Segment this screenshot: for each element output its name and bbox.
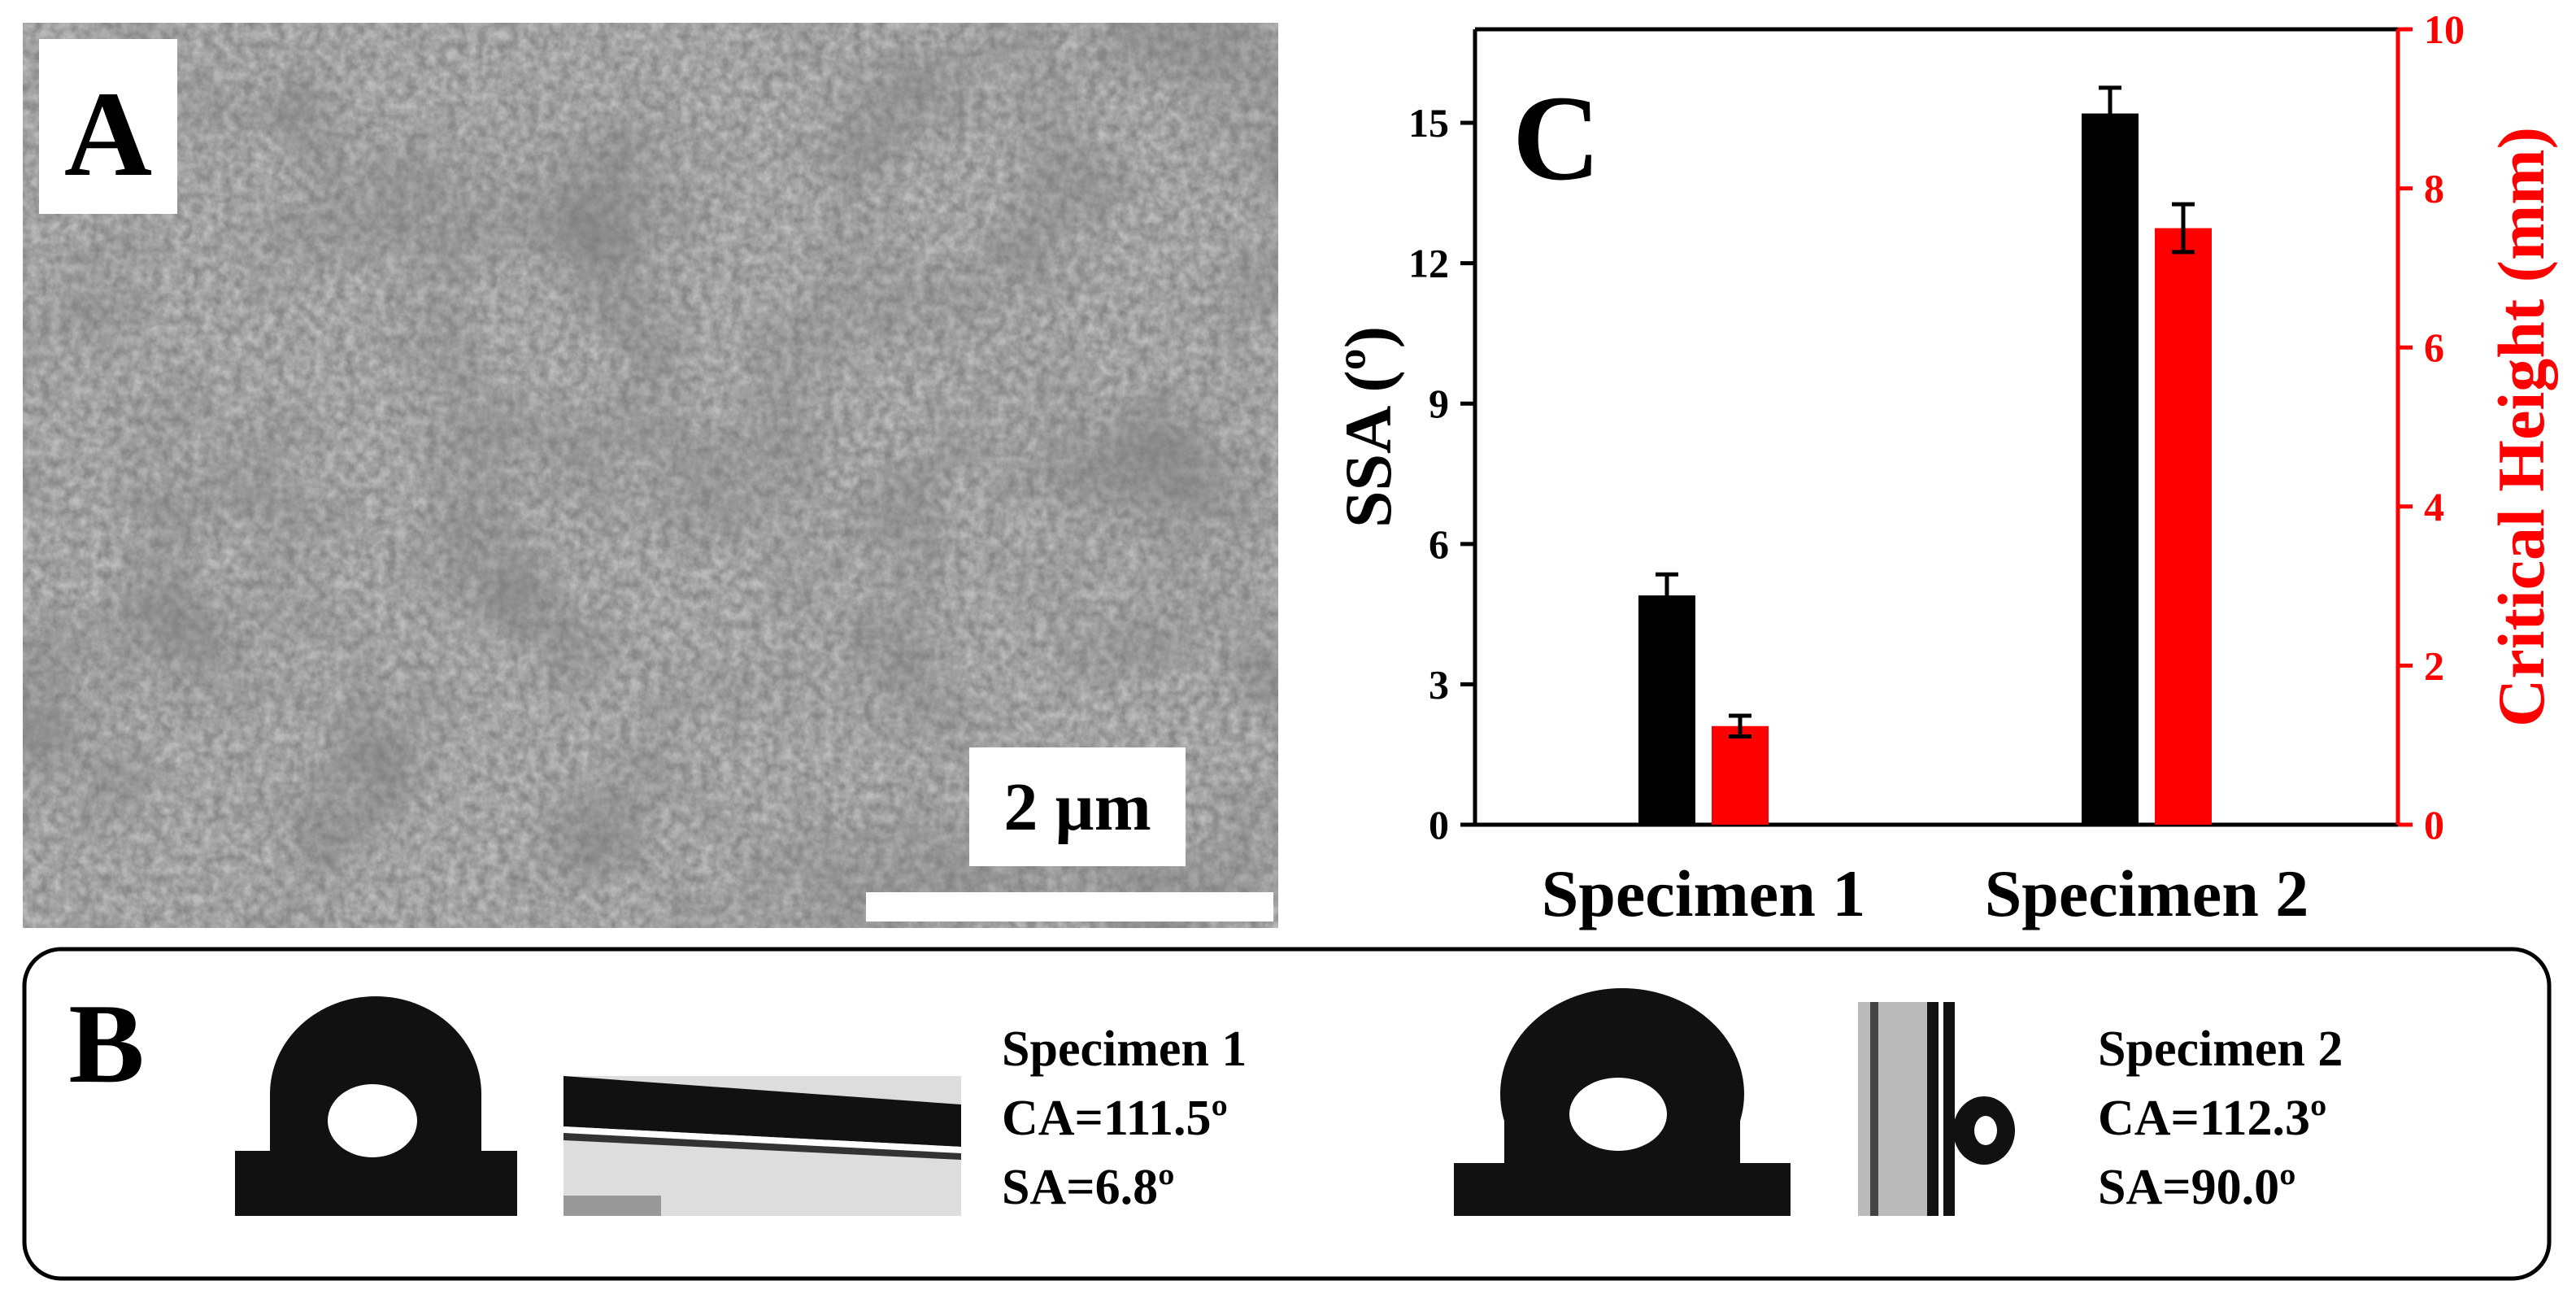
error-bar (2172, 202, 2195, 255)
y-axis-title: SSA (º) (1331, 326, 1405, 528)
label-box (39, 39, 177, 214)
scale-bar (866, 892, 1273, 921)
sliding-angle: SA=6.8º (1002, 1160, 1175, 1215)
vertical-image (1858, 1002, 2015, 1216)
x-tick-label: Specimen 1 (1542, 856, 1866, 930)
panel-label: A (64, 67, 152, 202)
y2-tick-label: 2 (2424, 643, 2444, 688)
sliding-angle: SA=90.0º (2098, 1160, 2296, 1215)
error-bar (1656, 572, 1678, 619)
panel-c: C 0 3 6 9 12 15 0 2 4 6 8 10 SSA (º) Critical Height … (1331, 7, 2558, 930)
panel-label: B (68, 981, 144, 1107)
panel-a: A 2 µm (23, 23, 1278, 928)
y-tick-label: 0 (1429, 802, 1449, 847)
y-tick-label: 9 (1429, 381, 1449, 426)
bar (2155, 228, 2212, 825)
y2-tick-label: 10 (2424, 7, 2465, 52)
y-tick-label: 12 (1408, 241, 1449, 286)
error-bar (1729, 713, 1751, 738)
y-tick-label: 6 (1429, 521, 1449, 567)
panel-b: B (22, 947, 2552, 1281)
bar (1638, 595, 1695, 825)
y-tick-label: 3 (1429, 661, 1449, 707)
specimen-name: Specimen 2 (2098, 1022, 2343, 1077)
annotation: C (1512, 71, 1600, 206)
y2-axis-title: Critical Height (mm) (2484, 127, 2558, 727)
y-tick-label: 15 (1408, 100, 1449, 146)
tilt-image (564, 1076, 961, 1216)
y2-tick-label: 0 (2424, 802, 2444, 847)
droplet-image (235, 996, 517, 1216)
droplet-image (1454, 988, 1791, 1216)
y2-tick-label: 6 (2424, 325, 2444, 370)
error-bar (2099, 85, 2121, 142)
bar (2082, 113, 2139, 825)
scale-text: 2 µm (1003, 769, 1151, 845)
y2-tick-label: 4 (2424, 484, 2444, 529)
specimen-name: Specimen 1 (1002, 1022, 1247, 1077)
contact-angle: CA=111.5º (1002, 1091, 1228, 1146)
x-tick-label: Specimen 2 (1985, 856, 2309, 930)
y2-tick-label: 8 (2424, 166, 2444, 211)
scale-box (969, 747, 1186, 866)
contact-angle: CA=112.3º (2098, 1091, 2326, 1146)
bar (1712, 725, 1769, 825)
